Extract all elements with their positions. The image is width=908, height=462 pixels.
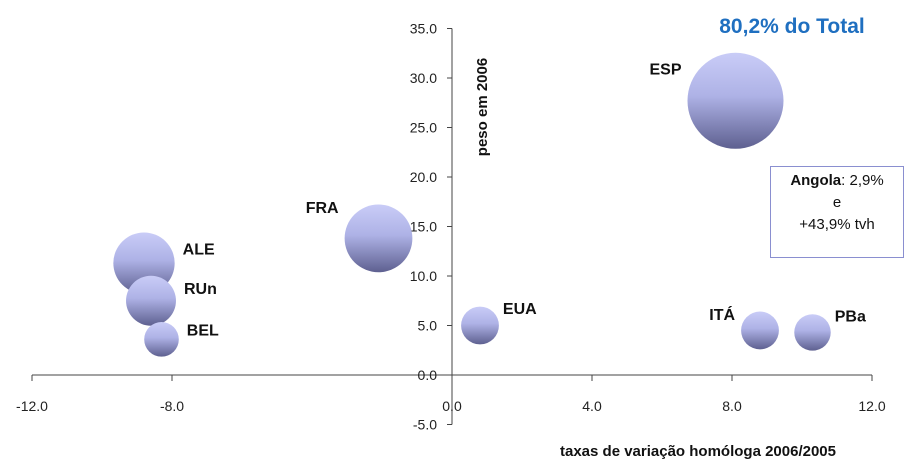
y-tick-label: 5.0	[418, 318, 438, 334]
angola-note-share: : 2,9%	[841, 172, 884, 189]
y-tick-label: 15.0	[410, 219, 437, 235]
bubble-labels-layer: ESP FRA ALE RUn BEL EUA ITÁ PBa	[183, 61, 866, 339]
x-tick-label: -12.0	[16, 398, 48, 414]
angola-note-country: Angola	[790, 172, 842, 189]
bubble-esp	[687, 52, 784, 149]
x-tick-label: -8.0	[160, 398, 184, 414]
bubble-label-eua: EUA	[503, 301, 537, 318]
x-tick-label: 8.0	[722, 398, 742, 414]
bubble-itá	[741, 311, 779, 350]
bubble-pba	[794, 314, 831, 351]
x-tick-label: 12.0	[858, 398, 885, 414]
angola-note-line1: Angola: 2,9%	[771, 170, 903, 192]
bubble-label-esp: ESP	[649, 61, 681, 78]
bubble-run	[126, 275, 176, 326]
y-tick-label: 20.0	[410, 169, 437, 185]
angola-note-line2: e	[832, 194, 842, 211]
x-axis-label: taxas de variação homóloga 2006/2005	[560, 443, 836, 460]
chart-title: 80,2% do Total	[719, 15, 864, 38]
angola-note-box: Angola: 2,9% e +43,9% tvh	[770, 166, 904, 258]
axes: -12.0 -8.0 0.0 4.0 8.0 12.0 -5.0 0.0 5.0 10.0 15.0…	[16, 21, 886, 433]
y-axis-label: peso em 2006	[474, 58, 491, 156]
x-tick-label: 0.0	[442, 398, 462, 414]
y-tick-label: 10.0	[410, 268, 437, 284]
y-tick-label: 25.0	[410, 120, 437, 136]
bubble-label-itá: ITÁ	[709, 305, 735, 324]
bubble-label-bel: BEL	[187, 322, 219, 339]
y-tick-label: -5.0	[413, 417, 437, 433]
bubble-bel	[144, 322, 179, 357]
angola-note-line3: +43,9% tvh	[799, 216, 875, 233]
bubble-fra	[344, 204, 413, 273]
bubbles-layer	[113, 52, 831, 357]
bubble-label-ale: ALE	[183, 241, 215, 258]
bubble-label-fra: FRA	[306, 200, 339, 217]
bubble-label-pba: PBa	[835, 308, 866, 325]
bubble-label-run: RUn	[184, 281, 217, 298]
x-tick-label: 4.0	[582, 398, 602, 414]
y-tick-label: 0.0	[418, 367, 438, 383]
y-tick-label: 30.0	[410, 70, 437, 86]
bubble-eua	[461, 306, 499, 345]
y-tick-label: 35.0	[410, 21, 437, 37]
